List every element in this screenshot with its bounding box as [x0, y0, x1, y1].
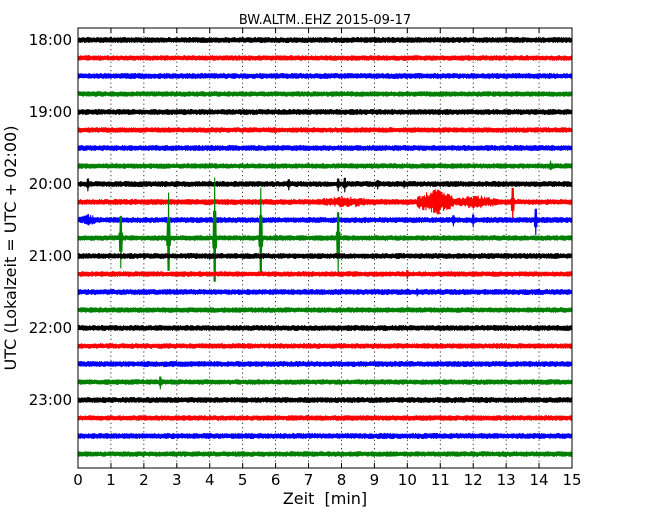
x-tick-label: 8	[337, 471, 347, 489]
trace-2130	[78, 288, 572, 297]
y-axis-label: UTC (Lokalzeit = UTC + 02:00)	[1, 126, 20, 371]
trace-2345	[78, 451, 572, 457]
trace-1900	[78, 108, 572, 116]
trace-2330	[78, 432, 572, 440]
x-tick-label: 14	[530, 471, 549, 489]
trace-1815	[78, 55, 572, 61]
y-tick-label: 23:00	[29, 391, 72, 409]
x-tick-label: 6	[271, 471, 281, 489]
x-tick-label: 13	[497, 471, 516, 489]
x-tick-label: 1	[106, 471, 116, 489]
x-tick-label: 0	[73, 471, 83, 489]
trace-2100	[78, 252, 572, 260]
x-axis-label: Zeit [min]	[283, 489, 367, 508]
seismogram-traces	[78, 36, 572, 457]
trace-2300	[78, 396, 572, 404]
y-tick-label: 19:00	[29, 103, 72, 121]
x-axis: 0 1 2 3 4 5 6 7 8 9 10 11 12 13 14 15	[73, 28, 582, 489]
trace-1930	[78, 144, 572, 152]
x-tick-label: 4	[205, 471, 215, 489]
trace-2315	[78, 415, 572, 421]
x-tick-label: 10	[398, 471, 417, 489]
y-tick-label: 20:00	[29, 175, 72, 193]
y-axis: 18:00 19:00 20:00 21:00 22:00 23:00	[29, 31, 572, 409]
y-tick-label: 21:00	[29, 247, 72, 265]
trace-2145	[78, 307, 572, 313]
trace-1915	[78, 127, 572, 133]
x-tick-label: 15	[562, 471, 581, 489]
x-tick-label: 9	[370, 471, 380, 489]
x-tick-label: 7	[304, 471, 314, 489]
trace-1800	[78, 36, 572, 44]
plot-frame	[77, 27, 573, 469]
trace-2245	[78, 376, 572, 390]
x-tick-label: 12	[464, 471, 483, 489]
trace-1830	[78, 72, 572, 80]
trace-2015	[78, 187, 572, 222]
x-tick-label: 2	[139, 471, 149, 489]
x-tick-label: 3	[172, 471, 182, 489]
trace-2030	[78, 208, 572, 236]
trace-1945	[78, 160, 572, 171]
x-tick-label: 11	[431, 471, 450, 489]
y-tick-label: 18:00	[29, 31, 72, 49]
trace-2000	[78, 177, 572, 193]
y-tick-label: 22:00	[29, 319, 72, 337]
chart-title: BW.ALTM..EHZ 2015-09-17	[239, 13, 411, 28]
trace-1845	[78, 91, 572, 97]
trace-2045	[78, 177, 572, 282]
trace-2200	[78, 324, 572, 332]
trace-2215	[78, 343, 572, 349]
trace-2115	[78, 269, 572, 280]
trace-2230	[78, 360, 572, 368]
x-tick-label: 5	[238, 471, 248, 489]
